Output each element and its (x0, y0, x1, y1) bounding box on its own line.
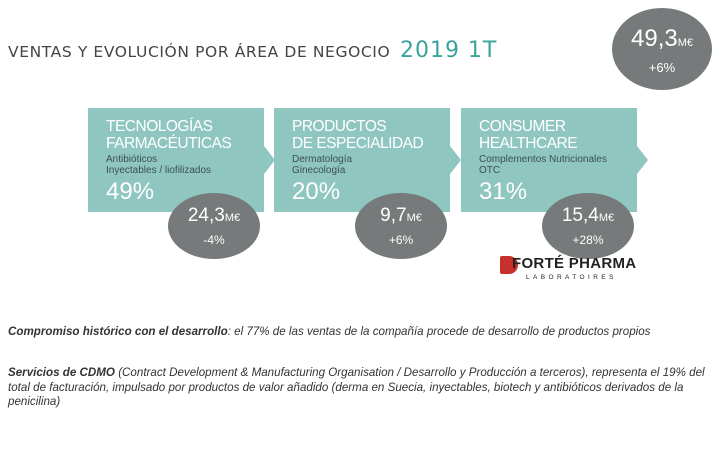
segment-card-tecnologias: TECNOLOGÍAS FARMACÉUTICAS Antibióticos I… (88, 108, 275, 212)
logo-mark-icon (500, 256, 518, 274)
segment-change: +6% (388, 233, 414, 247)
segment-share: 49% (106, 178, 155, 205)
total-sales-bubble: 49,3M€ +6% (612, 8, 712, 90)
segment-subtitle: Antibióticos Inyectables / liofilizados (106, 154, 212, 176)
segment-sales-bubble-consumer: 15,4M€ +28% (542, 193, 634, 259)
segment-amount: 9,7M€ (380, 205, 422, 226)
segment-subtitle: Complementos Nutricionales OTC (479, 154, 607, 176)
segment-change: -4% (203, 233, 225, 247)
segment-name: PRODUCTOS DE ESPECIALIDAD (292, 118, 424, 152)
note-text: : el 77% de las ventas de la compañía pr… (227, 325, 651, 338)
segment-name: TECNOLOGÍAS FARMACÉUTICAS (106, 118, 232, 152)
note-desarrollo: Compromiso histórico con el desarrollo: … (8, 325, 720, 340)
segment-sales-bubble-productos: 9,7M€ +6% (355, 193, 447, 259)
note-lead: Compromiso histórico con el desarrollo (8, 325, 228, 338)
total-change: +6% (648, 60, 676, 75)
note-text: (Contract Development & Manufacturing Or… (8, 366, 705, 408)
title-text: VENTAS Y EVOLUCIÓN POR ÁREA DE NEGOCIO (8, 43, 391, 61)
segment-card-consumer: CONSUMER HEALTHCARE Complementos Nutrici… (461, 108, 648, 212)
total-amount: 49,3M€ (631, 25, 693, 52)
segment-card-productos: PRODUCTOS DE ESPECIALIDAD Dermatología G… (274, 108, 461, 212)
title-period: 2019 1T (399, 38, 498, 63)
segment-amount: 24,3M€ (187, 205, 241, 226)
logo-tagline: LABORATOIRES (526, 274, 617, 281)
segment-change: +28% (572, 233, 604, 247)
segment-sales-bubble-tecnologias: 24,3M€ -4% (168, 193, 260, 259)
segment-amount: 15,4M€ (561, 205, 615, 226)
segment-share: 20% (292, 178, 341, 205)
page-title: VENTAS Y EVOLUCIÓN POR ÁREA DE NEGOCIO 2… (8, 38, 497, 63)
logo-brand: FORTÉ PHARMA (512, 255, 637, 272)
note-cdmo: Servicios de CDMO (Contract Development … (8, 366, 720, 410)
forte-pharma-logo: FORTÉ PHARMA LABORATOIRES (500, 254, 640, 286)
segment-subtitle: Dermatología Ginecología (292, 154, 353, 176)
note-lead: Servicios de CDMO (8, 366, 115, 379)
segment-name: CONSUMER HEALTHCARE (479, 118, 578, 152)
segment-share: 31% (479, 178, 528, 205)
